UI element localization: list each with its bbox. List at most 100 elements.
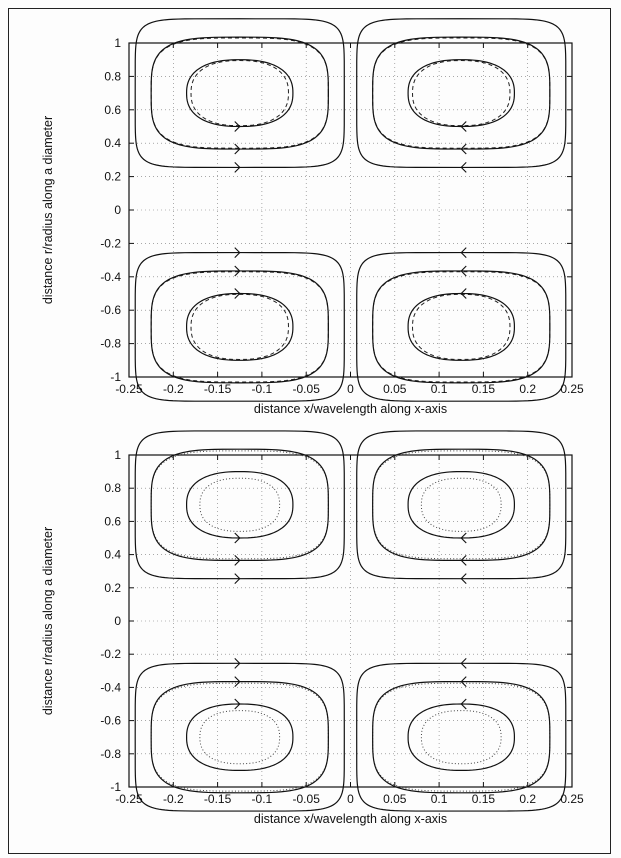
comparison-streamline — [150, 682, 329, 792]
y-tick-label: -0.2 — [100, 647, 121, 661]
comparison-streamline — [199, 477, 281, 532]
streamline-contour — [150, 36, 329, 150]
streamline-contour — [185, 470, 294, 539]
y-tick-label: 0.8 — [104, 69, 121, 83]
flow-arrow — [460, 247, 467, 258]
flow-arrow — [234, 247, 241, 258]
flow-arrow — [460, 143, 467, 155]
x-tick-label: 0.05 — [383, 382, 407, 396]
y-tick-label: 0.6 — [104, 103, 121, 117]
comparison-streamline — [190, 60, 289, 127]
figure-frame — [8, 8, 611, 854]
flow-arrow — [460, 698, 467, 710]
streamline-contour — [185, 59, 294, 128]
streamline-contour — [372, 448, 551, 562]
flow-arrow — [460, 121, 467, 132]
streamline-contour — [185, 292, 294, 361]
y-axis-label: distance r/radius along a diameter — [41, 116, 55, 304]
comparison-streamline — [199, 710, 281, 765]
flow-arrow — [234, 657, 241, 669]
y-tick-label: 0.8 — [104, 481, 121, 495]
streamline-contour — [134, 18, 345, 169]
x-tick-label: 0.15 — [472, 382, 496, 396]
x-tick-label: -0.25 — [115, 792, 143, 806]
comparison-streamline — [150, 37, 329, 149]
x-axis-label: distance x/wavelength along x-axis — [254, 402, 447, 416]
x-tick-label: -0.05 — [293, 792, 321, 806]
streamline-contour — [356, 18, 567, 169]
x-tick-label: 0.2 — [519, 792, 536, 806]
flow-arrow — [234, 288, 241, 299]
streamline-contour — [407, 703, 516, 772]
y-axis-label: distance r/radius along a diameter — [41, 527, 55, 715]
flow-arrow — [234, 121, 241, 132]
comparison-streamline — [190, 293, 289, 360]
streamline-contour — [372, 36, 551, 150]
y-tick-label: 1 — [114, 36, 121, 50]
x-tick-label: 0.25 — [560, 382, 584, 396]
y-tick-label: 0.2 — [104, 170, 121, 184]
flow-arrow — [460, 657, 467, 669]
chart-panel-bottom: -0.25 -0.2 -0.15 -0.1 -0.05 0 0.05 0.1 0.15 0.2 0.… — [41, 430, 584, 826]
comparison-streamline — [372, 450, 551, 560]
y-tick-label: -0.8 — [100, 747, 121, 761]
x-tick-label: -0.15 — [204, 382, 232, 396]
x-tick-label: -0.15 — [204, 792, 232, 806]
plot-area-border — [128, 454, 573, 788]
x-tick-label: -0.2 — [163, 382, 184, 396]
streamline-contour — [185, 703, 294, 772]
streamline-contour — [372, 270, 551, 384]
flow-arrow — [234, 555, 241, 566]
y-tick-label: -0.8 — [100, 337, 121, 351]
flow-arrow — [234, 143, 241, 155]
comparison-streamline — [412, 293, 511, 360]
x-tick-label: 0.05 — [383, 792, 407, 806]
y-tick-label: -1 — [110, 780, 121, 794]
y-tick-label: 1 — [114, 448, 121, 462]
streamline-contour — [356, 251, 567, 402]
flow-arrow — [234, 573, 241, 585]
comparison-streamline — [150, 271, 329, 383]
streamline-contour — [372, 680, 551, 794]
comparison-streamline — [412, 60, 511, 127]
x-tick-label: 0 — [347, 792, 354, 806]
comparison-streamline — [372, 682, 551, 792]
x-tick-label: 0 — [347, 382, 354, 396]
chart-panel-top: -0.25 -0.2 -0.15 -0.1 -0.05 0 0.05 0.1 0.15 0.2 0.… — [41, 18, 584, 416]
y-tick-label: 0.4 — [104, 136, 121, 150]
x-tick-label: 0.1 — [431, 382, 448, 396]
flow-arrow — [234, 676, 241, 687]
flow-arrow — [234, 265, 241, 277]
y-tick-label: -0.4 — [100, 680, 121, 694]
x-tick-label: -0.1 — [252, 792, 273, 806]
y-tick-label: 0.2 — [104, 581, 121, 595]
y-tick-label: 0.6 — [104, 514, 121, 528]
plot-area-border — [128, 42, 573, 378]
streamline-contour — [150, 448, 329, 562]
streamline-contour — [134, 662, 345, 812]
x-tick-label: 0.2 — [519, 382, 536, 396]
y-tick-label: 0 — [114, 203, 121, 217]
flow-arrow — [234, 698, 241, 710]
streamline-contour — [356, 662, 567, 812]
flow-arrow — [460, 573, 467, 585]
comparison-streamline — [372, 37, 551, 149]
comparison-streamline — [420, 710, 502, 765]
x-tick-label: -0.1 — [252, 382, 273, 396]
flow-arrow — [460, 555, 467, 566]
y-tick-label: -1 — [110, 370, 121, 384]
streamline-contour — [134, 430, 345, 580]
flow-arrow — [234, 162, 241, 173]
flow-arrow — [460, 676, 467, 687]
x-tick-label: -0.25 — [115, 382, 143, 396]
flow-arrow — [460, 532, 467, 544]
comparison-streamline — [150, 450, 329, 560]
streamline-contour — [134, 251, 345, 402]
streamline-contour — [407, 292, 516, 361]
x-tick-label: 0.1 — [431, 792, 448, 806]
y-tick-label: -0.4 — [100, 270, 121, 284]
streamline-contour — [407, 470, 516, 539]
streamline-contour — [356, 430, 567, 580]
